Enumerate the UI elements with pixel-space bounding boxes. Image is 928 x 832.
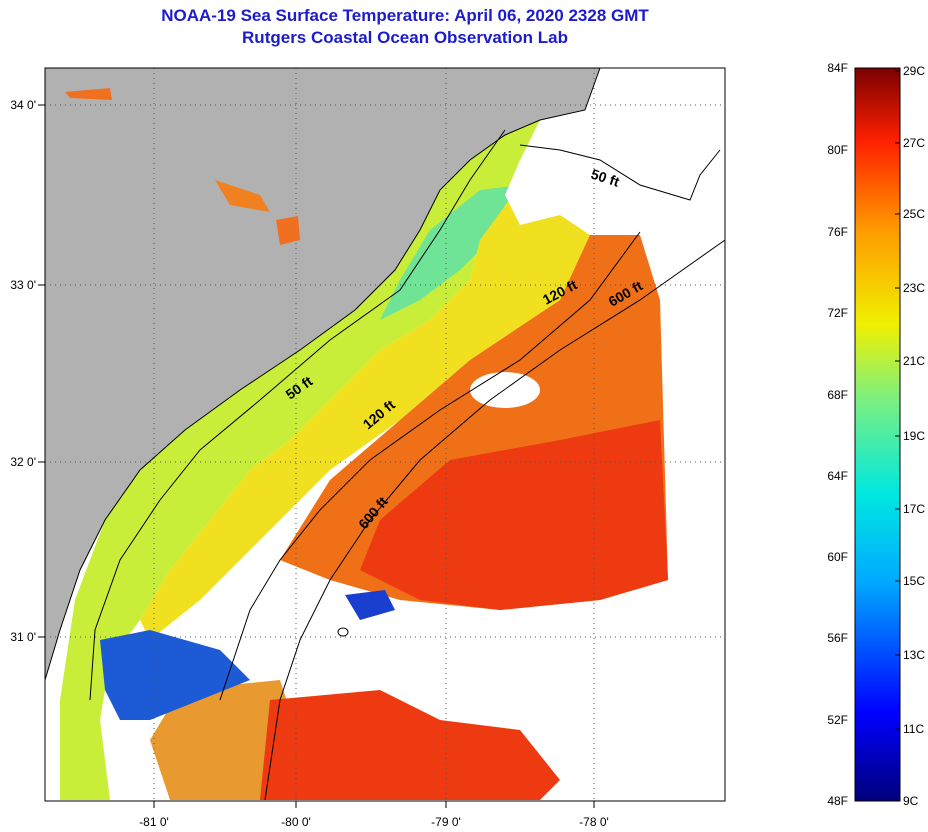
sst-cyan-band <box>380 185 520 320</box>
contour-ring <box>337 627 349 637</box>
contour-50ft <box>89 129 506 701</box>
sst-cold-patch-2 <box>345 590 395 620</box>
map-area: 50 ft 120 ft 600 ft 50 ft 120 ft 600 ft <box>45 68 725 801</box>
colorbar-f-labels: 84F 80F 76F 72F 68F 64F 60F 56F 52F 48F <box>827 61 848 808</box>
colorbar-c-21: 21C <box>903 354 925 368</box>
lon-label-80: -80 0' <box>281 815 311 829</box>
inland-lake-3 <box>276 216 300 245</box>
colorbar-f-76: 76F <box>827 225 848 239</box>
lon-label-79: -79 0' <box>431 815 461 829</box>
graticule <box>45 68 725 801</box>
sst-yellow-band <box>140 185 610 640</box>
sst-south-red <box>260 690 560 800</box>
land-mass <box>45 68 600 680</box>
colorbar-c-17: 17C <box>903 502 925 516</box>
cloud-lower <box>250 600 725 760</box>
map-frame <box>44 67 726 802</box>
colorbar-c-23: 23C <box>903 281 925 295</box>
map-subtitle: Rutgers Coastal Ocean Observation Lab <box>242 28 568 47</box>
colorbar-c-19: 19C <box>903 429 925 443</box>
lon-label-78: -78 0' <box>579 815 609 829</box>
map-title: NOAA-19 Sea Surface Temperature: April 0… <box>161 6 649 25</box>
lat-label-33: 33 0' <box>10 278 36 292</box>
colorbar-c-25: 25C <box>903 207 925 221</box>
cloud-patch <box>470 372 540 408</box>
colorbar-c-labels: 29C 27C 25C 23C 21C 19C 17C 15C 13C 11C … <box>903 64 925 808</box>
colorbar-f-56: 56F <box>827 631 848 645</box>
lat-label-34: 34 0' <box>10 98 36 112</box>
sst-cold-patch <box>100 630 250 720</box>
colorbar-f-84: 84F <box>827 61 848 75</box>
colorbar-c-27: 27C <box>903 136 925 150</box>
colorbar-c-29: 29C <box>903 64 925 78</box>
colorbar <box>854 67 901 802</box>
contour-600ft <box>264 239 725 801</box>
contour-120ft <box>219 231 641 701</box>
coastline <box>45 68 601 681</box>
inland-lake-2 <box>215 180 270 212</box>
lat-label-32: 32 0' <box>10 455 36 469</box>
colorbar-c-15: 15C <box>903 574 925 588</box>
colorbar-f-52: 52F <box>827 713 848 727</box>
colorbar-c-11: 11C <box>903 722 924 736</box>
colorbar-f-80: 80F <box>827 143 848 157</box>
colorbar-c-13: 13C <box>903 648 925 662</box>
lon-label-81: -81 0' <box>139 815 169 829</box>
colorbar-f-64: 64F <box>827 469 848 483</box>
colorbar-ticks <box>895 70 900 730</box>
colorbar-f-72: 72F <box>827 306 848 320</box>
colorbar-f-60: 60F <box>827 550 848 564</box>
bay-outline <box>519 144 721 201</box>
frame-ticks <box>38 104 595 808</box>
colorbar-c-9: 9C <box>903 794 919 808</box>
lat-label-31: 31 0' <box>10 630 36 644</box>
colorbar-f-68: 68F <box>827 388 848 402</box>
sst-red-core <box>360 420 668 610</box>
cloud-upper <box>505 110 690 235</box>
inland-lake-1 <box>65 88 112 100</box>
colorbar-f-48: 48F <box>827 794 848 808</box>
